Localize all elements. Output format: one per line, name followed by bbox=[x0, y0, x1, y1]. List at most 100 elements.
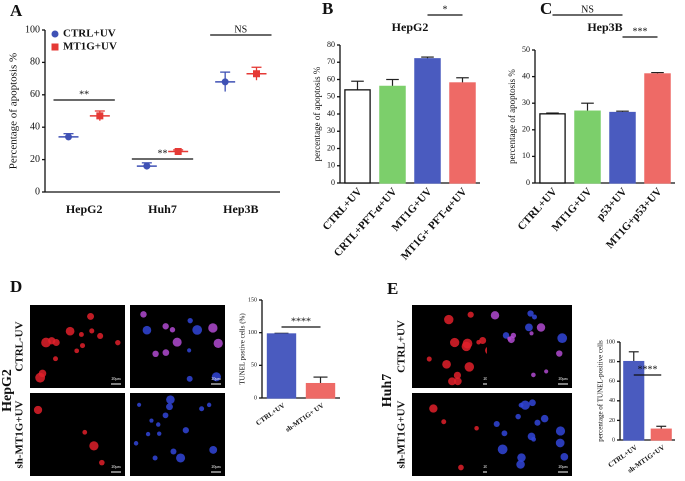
cell bbox=[209, 445, 218, 454]
significance-label: *** bbox=[633, 26, 648, 37]
y-tick-label: 10 bbox=[327, 161, 335, 170]
side-label: Huh7 bbox=[380, 374, 395, 407]
y-axis-label: Percentage of apoptosis % bbox=[8, 53, 20, 169]
cell bbox=[529, 331, 534, 336]
bar bbox=[623, 360, 645, 441]
panel-letter: B bbox=[322, 0, 333, 18]
cell bbox=[467, 311, 474, 318]
cell bbox=[89, 328, 95, 334]
y-tick-label: 20 bbox=[30, 154, 40, 165]
cell bbox=[527, 432, 536, 441]
cell bbox=[536, 323, 546, 332]
cell bbox=[474, 426, 479, 431]
bar bbox=[344, 89, 371, 184]
cell bbox=[74, 348, 80, 354]
significance-label: ** bbox=[79, 89, 89, 100]
cell bbox=[442, 359, 451, 369]
cell bbox=[208, 323, 218, 333]
cell bbox=[33, 405, 43, 415]
y-axis-label: percentage of apoptosis % bbox=[312, 66, 322, 161]
cell bbox=[510, 332, 517, 339]
y-tick-label: 40 bbox=[30, 121, 40, 132]
scale-bar-label: 20μm bbox=[211, 376, 221, 381]
x-tick-label: Huh7 bbox=[148, 202, 177, 216]
y-tick-label: 0 bbox=[35, 186, 40, 197]
cell bbox=[187, 348, 192, 353]
bar bbox=[266, 333, 297, 399]
cell bbox=[453, 377, 462, 386]
y-tick-label: 70 bbox=[327, 57, 335, 66]
cell bbox=[149, 418, 154, 423]
cell bbox=[450, 337, 460, 348]
chart-title: HepG2 bbox=[392, 20, 429, 34]
cell bbox=[502, 332, 510, 339]
cell bbox=[170, 448, 177, 455]
cell bbox=[137, 402, 142, 407]
dot bbox=[143, 162, 151, 170]
cell bbox=[540, 414, 549, 423]
significance-label: ** bbox=[158, 148, 168, 159]
bar bbox=[414, 58, 441, 184]
cell bbox=[140, 311, 147, 318]
cell bbox=[462, 338, 473, 349]
row-label: sh-MT1G+UV bbox=[396, 400, 408, 468]
cell bbox=[172, 337, 182, 347]
y-tick-label: 150 bbox=[248, 297, 257, 303]
bar bbox=[574, 110, 601, 184]
legend-label: CTRL+UV bbox=[63, 28, 116, 40]
cell bbox=[529, 399, 536, 407]
y-tick-label: 100 bbox=[248, 330, 257, 336]
y-tick-label: 100 bbox=[606, 339, 615, 345]
significance-label: **** bbox=[638, 364, 658, 375]
cell bbox=[156, 422, 161, 427]
cell bbox=[448, 377, 457, 386]
cell bbox=[560, 452, 569, 461]
y-axis-label: percentage of TUNEL-positive cells bbox=[597, 340, 605, 442]
cell bbox=[79, 343, 86, 349]
y-tick-label: 40 bbox=[522, 71, 530, 80]
cell bbox=[115, 339, 121, 346]
y-tick-label: 50 bbox=[251, 363, 257, 369]
y-tick-label: 0 bbox=[254, 395, 257, 401]
y-tick-label: 80 bbox=[609, 359, 615, 365]
scale-bar-label: 20μm bbox=[111, 464, 121, 469]
cell bbox=[89, 441, 99, 451]
cell bbox=[453, 371, 461, 379]
dot bbox=[253, 70, 260, 78]
significance-label: * bbox=[443, 4, 448, 15]
dot bbox=[96, 112, 104, 120]
significance-label: NS bbox=[234, 24, 247, 35]
y-axis-label: percentage of apoptosis % bbox=[507, 69, 517, 164]
y-tick-label: 20 bbox=[609, 418, 615, 424]
cell bbox=[493, 420, 500, 428]
cell bbox=[166, 395, 175, 404]
cell bbox=[444, 314, 454, 325]
y-tick-label: 40 bbox=[327, 109, 335, 118]
y-tick-label: 80 bbox=[327, 40, 335, 49]
cell bbox=[520, 400, 530, 410]
cell bbox=[199, 406, 205, 412]
cell bbox=[532, 314, 537, 320]
micrograph bbox=[30, 393, 125, 476]
cell bbox=[490, 311, 500, 320]
bar bbox=[305, 382, 336, 399]
cell bbox=[157, 431, 162, 436]
cell bbox=[527, 310, 534, 317]
panel-letter: D bbox=[10, 277, 22, 296]
cell bbox=[162, 349, 170, 356]
y-axis-label: TUNEL postive cells (%) bbox=[239, 313, 247, 385]
legend-label: MT1G+UV bbox=[63, 41, 117, 53]
y-tick-label: 20 bbox=[327, 143, 335, 152]
cell bbox=[534, 419, 541, 426]
cell bbox=[176, 453, 186, 463]
cell bbox=[162, 323, 169, 330]
cell bbox=[206, 402, 212, 408]
cell bbox=[186, 375, 193, 382]
cell bbox=[78, 331, 84, 337]
cell bbox=[557, 333, 568, 343]
cell bbox=[152, 455, 158, 461]
x-tick-label: MT1G+ PFT-α+UV bbox=[399, 186, 470, 263]
cell bbox=[99, 459, 105, 466]
y-tick-label: 0 bbox=[612, 437, 615, 443]
cell bbox=[555, 426, 566, 436]
